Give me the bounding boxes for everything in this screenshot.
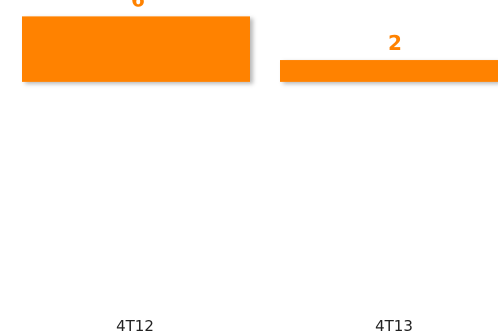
tick-label-4t13: 4T13 (375, 317, 413, 333)
bar-4t13 (280, 60, 498, 82)
bar-4t12 (22, 16, 250, 82)
tick-label-4t12: 4T12 (116, 317, 154, 333)
data-label-4t13: 2 (388, 31, 402, 55)
bars-layer (22, 16, 498, 82)
data-label-4t12: 6 (131, 0, 145, 11)
value-labels-layer: 62 (131, 0, 402, 55)
category-axis: 4T12 4T13 (116, 317, 413, 333)
